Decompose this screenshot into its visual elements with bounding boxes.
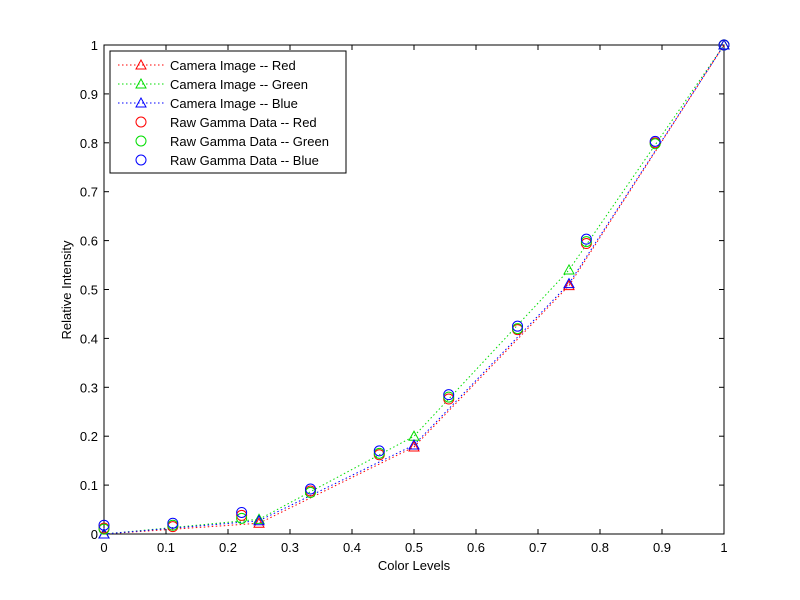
y-axis-label: Relative Intensity [59,240,74,339]
legend-label: Raw Gamma Data -- Red [170,115,317,130]
y-tick-label: 1 [91,38,98,53]
series-5-circle-marker [512,320,524,332]
legend-label: Camera Image -- Blue [170,96,298,111]
series-5-circle-marker [167,517,179,529]
series-0-triangle-marker [408,440,420,452]
x-axis: 0 0.1 0.2 0.3 0.4 0.5 0.6 0.7 0.8 0.9 1 [100,45,728,555]
legend-circle-marker [135,154,147,166]
y-tick-label: 0.7 [80,185,98,200]
series-4-circle-marker [443,391,455,403]
y-tick-label: 0.5 [80,283,98,298]
legend-circle-marker [135,116,147,128]
legend-circle-marker [135,135,147,147]
x-tick-label: 0.8 [591,540,609,555]
series-2-triangle-marker [253,514,265,526]
y-tick-label: 0 [91,527,98,542]
legend-label: Raw Gamma Data -- Blue [170,153,319,168]
series-4-circle-marker [373,447,385,459]
legend-label: Camera Image -- Green [170,77,308,92]
series-4-circle-marker [580,236,592,248]
series-1-triangle-marker [563,263,575,275]
x-tick-label: 0.5 [405,540,423,555]
series-4-circle-marker [98,523,110,535]
series-5-circle-marker [580,233,592,245]
y-tick-label: 0.4 [80,331,98,346]
legend: Camera Image -- Red Camera Image -- Green… [109,50,347,174]
legend-triangle-marker [135,58,147,70]
y-tick-label: 0.8 [80,136,98,151]
series-5-circle-marker [649,135,661,147]
legend-box [109,50,347,174]
x-tick-label: 1 [720,540,727,555]
x-tick-label: 0.7 [529,540,547,555]
x-axis-label: Color Levels [378,558,451,573]
series-5-circle-marker [304,483,316,495]
x-tick-label: 0.4 [343,540,361,555]
legend-triangle-marker [135,77,147,89]
series-4-circle-marker [649,138,661,150]
x-tick-label: 0.1 [157,540,175,555]
legend-triangle-marker [135,96,147,108]
y-tick-label: 0.9 [80,87,98,102]
y-axis: 0 0.1 0.2 0.3 0.4 0.5 0.6 0.7 0.8 0.9 1 [80,38,724,542]
series-3-circle-marker [236,509,248,521]
series-1-triangle-marker [253,513,265,524]
x-tick-label: 0.6 [467,540,485,555]
series-markers [98,38,730,539]
series-5-circle-marker [443,389,455,401]
series-5-circle-marker [373,445,385,457]
series-2-triangle-marker [718,38,730,50]
series-2-line [103,44,725,535]
series-2-triangle-marker [563,277,575,289]
series-5-circle-marker [718,39,730,51]
y-tick-label: 0.2 [80,429,98,444]
y-tick-label: 0.3 [80,380,98,395]
x-tick-label: 0.2 [219,540,237,555]
legend-label: Raw Gamma Data -- Green [170,134,329,149]
series-5-circle-marker [98,519,110,531]
legend-label: Camera Image -- Red [170,58,296,73]
series-5-circle-marker [236,506,248,518]
series-4-circle-marker [512,323,524,335]
x-tick-label: 0.3 [281,540,299,555]
series-2-triangle-marker [408,438,420,450]
series-lines [103,44,725,535]
x-tick-label: 0.9 [653,540,671,555]
y-tick-label: 0.6 [80,234,98,249]
series-4-circle-marker [304,486,316,498]
y-tick-label: 0.1 [80,478,98,493]
series-0-line [103,44,725,535]
series-0-triangle-marker [253,517,265,528]
series-0-triangle-marker [563,279,575,291]
x-tick-label: 0 [100,540,107,555]
series-4-circle-marker [236,512,248,524]
